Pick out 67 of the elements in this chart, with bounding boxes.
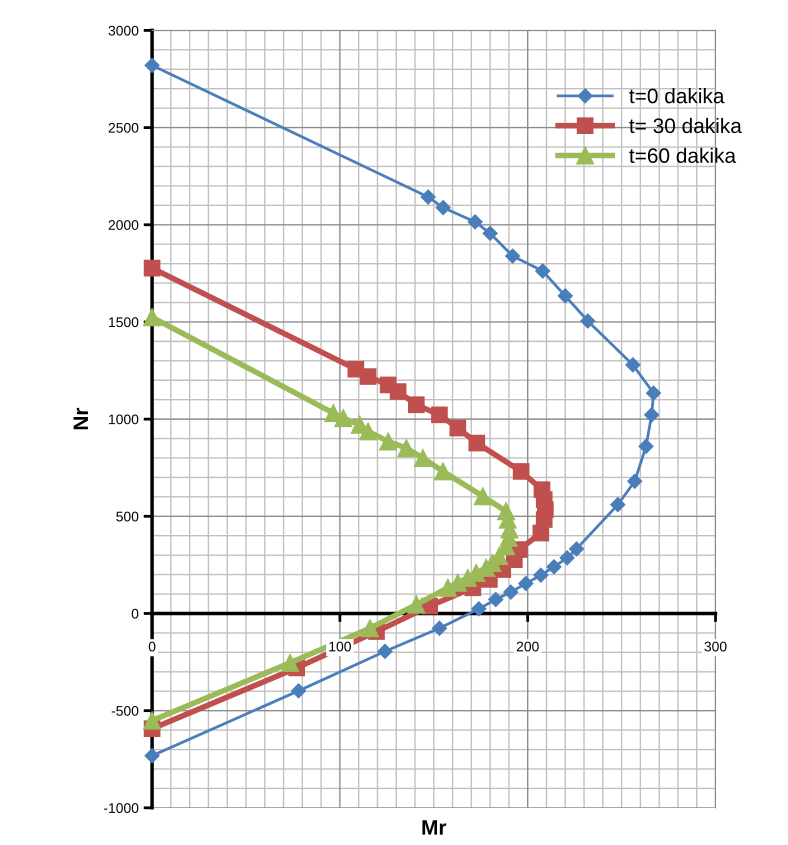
point bbox=[144, 260, 160, 276]
y-tick-label: 500 bbox=[116, 512, 138, 522]
x-tick-label: 300 bbox=[704, 642, 727, 652]
point bbox=[468, 434, 486, 452]
point bbox=[144, 748, 160, 764]
point bbox=[408, 396, 425, 414]
point bbox=[471, 601, 486, 616]
point bbox=[390, 383, 406, 400]
point bbox=[359, 422, 378, 440]
point bbox=[518, 576, 534, 592]
point bbox=[438, 578, 457, 597]
point bbox=[377, 644, 393, 659]
point bbox=[414, 448, 432, 468]
point bbox=[638, 438, 654, 454]
y-axis-title: Nr bbox=[74, 408, 88, 430]
point bbox=[505, 248, 520, 264]
y-tick-label: 0 bbox=[132, 608, 138, 619]
x-tick-label: 200 bbox=[516, 642, 539, 652]
x-tick-label: 0 bbox=[148, 642, 156, 652]
legend-label: t= 30 dakika bbox=[629, 118, 742, 134]
point bbox=[627, 474, 642, 489]
point bbox=[644, 407, 660, 422]
point bbox=[431, 406, 448, 424]
point bbox=[436, 200, 451, 216]
point bbox=[532, 524, 550, 542]
y-tick-label: -500 bbox=[112, 706, 138, 716]
point bbox=[474, 487, 492, 506]
point bbox=[488, 592, 504, 608]
point bbox=[360, 619, 379, 638]
point bbox=[482, 226, 498, 241]
point bbox=[334, 409, 352, 428]
y-tick-label: 2000 bbox=[108, 220, 138, 230]
point bbox=[143, 308, 162, 326]
point bbox=[558, 288, 573, 304]
legend-label: t=0 dakika bbox=[629, 88, 724, 104]
point bbox=[512, 463, 530, 480]
point bbox=[420, 189, 436, 205]
point bbox=[568, 541, 584, 557]
point bbox=[397, 439, 416, 458]
point bbox=[646, 386, 662, 401]
point bbox=[379, 432, 398, 450]
point bbox=[468, 214, 483, 230]
y-tick-label: 2500 bbox=[108, 122, 138, 133]
point bbox=[580, 313, 596, 329]
point bbox=[360, 368, 376, 385]
point bbox=[535, 263, 550, 279]
point bbox=[610, 497, 626, 512]
point bbox=[432, 620, 447, 636]
point bbox=[533, 568, 548, 583]
point bbox=[143, 712, 162, 730]
point bbox=[407, 596, 426, 614]
y-tick-label: 1500 bbox=[109, 317, 138, 328]
point bbox=[450, 420, 466, 436]
x-tick-label: 100 bbox=[329, 642, 351, 652]
y-tick-label: 1000 bbox=[109, 414, 138, 424]
point bbox=[291, 683, 306, 698]
x-axis-title: Mr bbox=[422, 820, 446, 835]
point bbox=[560, 550, 575, 566]
point bbox=[546, 559, 562, 574]
y-tick-label: -1000 bbox=[104, 803, 138, 813]
point bbox=[281, 654, 300, 672]
point bbox=[434, 462, 452, 480]
point bbox=[503, 584, 518, 600]
legend-label: t=60 dakika bbox=[629, 148, 736, 164]
point bbox=[144, 58, 160, 73]
y-tick-label: 3000 bbox=[108, 26, 138, 36]
point bbox=[625, 357, 640, 372]
